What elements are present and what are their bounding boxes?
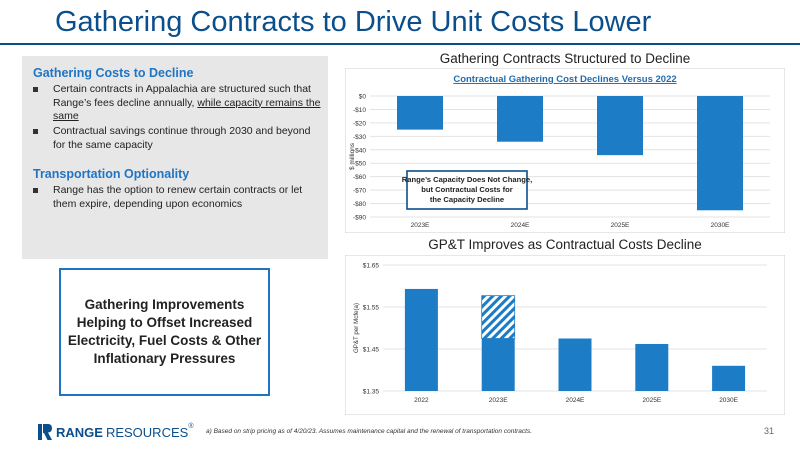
bar — [635, 343, 669, 391]
bullet-item: Certain contracts in Appalachia are stru… — [33, 83, 323, 124]
bullet-text: Certain contracts in Appalachia are stru… — [53, 83, 311, 109]
gathering-cost-chart: Contractual Gathering Cost Declines Vers… — [345, 68, 785, 233]
x-tick-label: 2024E — [566, 397, 585, 404]
title-divider — [0, 43, 800, 45]
bullet-underlined-text: while capacity remains the same — [53, 96, 321, 123]
section-heading-transportation: Transportation Optionality — [33, 167, 190, 181]
y-tick-label: $1.55 — [363, 305, 380, 312]
x-tick-label: 2025E — [642, 397, 661, 404]
callout-box: Gathering Improvements Helping to Offset… — [59, 268, 270, 396]
x-tick-label: 2023E — [411, 222, 430, 229]
bar — [404, 288, 438, 391]
y-tick-label: -$60 — [353, 174, 366, 181]
bullet-item: Contractual savings continue through 203… — [33, 125, 323, 152]
bullet-marker-icon — [33, 188, 38, 193]
x-tick-label: 2030E — [719, 397, 738, 404]
y-tick-label: -$50 — [353, 161, 366, 168]
section-heading-gathering-costs: Gathering Costs to Decline — [33, 66, 194, 80]
bullet-text: Range has the option to renew certain co… — [53, 184, 303, 210]
y-tick-label: $0 — [359, 94, 367, 101]
callout-text: Gathering Improvements Helping to Offset… — [67, 297, 262, 366]
bar — [497, 96, 543, 142]
y-tick-label: -$80 — [353, 201, 366, 208]
x-tick-label: 2030E — [711, 222, 730, 229]
chart-heading-gathering: Gathering Contracts Structured to Declin… — [439, 51, 691, 66]
bullet-item: Range has the option to renew certain co… — [33, 184, 323, 211]
y-tick-label: $1.65 — [363, 263, 380, 270]
bar — [481, 338, 515, 391]
y-tick-label: -$70 — [353, 188, 366, 195]
page-number: 31 — [764, 426, 775, 436]
annotation-box — [406, 170, 528, 210]
y-tick-label: -$20 — [353, 120, 366, 127]
summary-panel: Gathering Costs to Decline Certain contr… — [22, 56, 328, 259]
logo-text-bold: RANGE — [56, 424, 103, 440]
bar — [397, 96, 443, 130]
y-tick-label: -$30 — [353, 134, 366, 141]
range-logo-icon — [38, 424, 52, 440]
y-tick-label: -$40 — [353, 147, 366, 154]
bar — [697, 96, 743, 211]
chart-heading-gpt: GP&T Improves as Contractual Costs Decli… — [428, 237, 702, 252]
y-tick-label: $1.45 — [363, 347, 380, 354]
y-axis-label: GP&T per Mcfe(a) — [353, 303, 360, 353]
hatched-bar-segment — [481, 295, 516, 339]
y-axis-label: $ millions — [349, 142, 356, 170]
annotation-text: Range’s Capacity Does Not Change, but Con… — [402, 175, 533, 204]
x-tick-label: 2023E — [489, 397, 508, 404]
range-resources-logo: RANGE RESOURCES ® — [38, 423, 193, 441]
bar — [597, 96, 643, 156]
x-tick-label: 2022 — [414, 397, 429, 404]
slide-title: Gathering Contracts to Drive Unit Costs … — [55, 6, 652, 38]
footnote: a) Based on strip pricing as of 4/20/23.… — [206, 428, 533, 435]
x-tick-label: 2024E — [511, 222, 530, 229]
bar — [558, 338, 592, 391]
y-tick-label: -$90 — [353, 215, 366, 222]
bullet-marker-icon — [33, 87, 38, 92]
logo-text: RESOURCES — [105, 424, 189, 440]
y-tick-label: $1.35 — [363, 389, 380, 396]
chart-title: Contractual Gathering Cost Declines Vers… — [453, 74, 676, 85]
bullet-marker-icon — [33, 129, 38, 134]
bullet-text: Contractual savings continue through 203… — [53, 125, 311, 151]
gpt-chart: $1.35 $1.45 $1.55 $1.65 GP&T per Mcfe(a) 2022… — [345, 255, 785, 415]
bar — [712, 365, 746, 391]
x-tick-label: 2025E — [611, 222, 630, 229]
logo-registered-mark: ® — [188, 423, 194, 430]
y-tick-label: -$10 — [353, 107, 366, 114]
